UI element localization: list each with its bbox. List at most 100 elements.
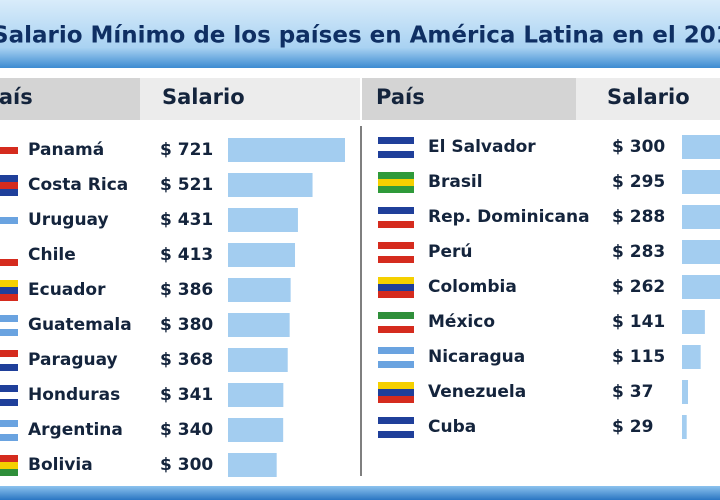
header-salary: Salario <box>607 85 690 109</box>
country-label: Bolivia <box>28 455 93 475</box>
flag <box>378 256 414 263</box>
value-label: $ 341 <box>160 385 213 405</box>
header-cell <box>362 78 576 120</box>
header-salary: Salario <box>162 85 245 109</box>
flag <box>0 455 18 462</box>
flag <box>0 245 18 252</box>
bar <box>228 313 290 337</box>
bar <box>228 418 284 442</box>
flag <box>378 151 414 158</box>
flag <box>0 392 18 399</box>
value-label: $ 37 <box>612 382 653 402</box>
flag <box>378 179 414 186</box>
bar <box>682 380 689 404</box>
flag <box>0 315 18 322</box>
flag <box>378 424 414 431</box>
bar <box>682 240 720 264</box>
flag <box>378 389 414 396</box>
value-label: $ 141 <box>612 312 665 332</box>
value-label: $ 288 <box>612 207 665 227</box>
value-label: $ 295 <box>612 172 665 192</box>
flag <box>0 385 18 392</box>
value-label: $ 386 <box>160 280 213 300</box>
flag <box>378 172 414 179</box>
country-label: Costa Rica <box>28 175 128 195</box>
flag <box>0 357 18 364</box>
flag <box>0 147 18 154</box>
country-label: Panamá <box>28 140 104 160</box>
value-label: $ 721 <box>160 140 213 160</box>
flag <box>0 364 18 371</box>
value-label: $ 340 <box>160 420 213 440</box>
flag <box>0 427 18 434</box>
header-cell <box>140 78 360 120</box>
flag <box>378 144 414 151</box>
flag <box>378 186 414 193</box>
header-country: País <box>376 85 425 109</box>
flag <box>0 259 18 266</box>
flag <box>378 221 414 228</box>
flag <box>378 207 414 214</box>
flag <box>378 347 414 354</box>
flag <box>378 249 414 256</box>
flag <box>0 420 18 427</box>
flag <box>378 396 414 403</box>
bar <box>228 243 296 267</box>
bar <box>682 345 701 369</box>
bar <box>682 205 720 229</box>
value-label: $ 283 <box>612 242 665 262</box>
country-label: Argentina <box>28 420 123 440</box>
value-label: $ 431 <box>160 210 213 230</box>
bar <box>228 348 288 372</box>
value-label: $ 29 <box>612 417 653 437</box>
flag <box>378 284 414 291</box>
header-country: País <box>0 85 33 109</box>
country-label: El Salvador <box>428 137 536 157</box>
flag <box>378 354 414 361</box>
value-label: $ 300 <box>612 137 665 157</box>
country-label: Cuba <box>428 417 476 437</box>
flag <box>0 469 18 476</box>
value-label: $ 115 <box>612 347 665 367</box>
flag <box>0 217 18 224</box>
country-label: Ecuador <box>28 280 106 300</box>
flag <box>0 280 18 287</box>
country-label: Brasil <box>428 172 483 192</box>
flag <box>378 382 414 389</box>
flag <box>0 224 18 231</box>
flag <box>0 462 18 469</box>
bar <box>228 173 313 197</box>
bar <box>682 135 720 159</box>
chart-title: Salario Mínimo de los países en América … <box>0 23 720 49</box>
flag <box>0 329 18 336</box>
value-label: $ 262 <box>612 277 665 297</box>
flag <box>378 277 414 284</box>
country-label: Colombia <box>428 277 517 297</box>
country-label: Chile <box>28 245 76 265</box>
value-label: $ 300 <box>160 455 213 475</box>
country-label: Honduras <box>28 385 120 405</box>
bar <box>228 208 298 232</box>
flag <box>378 417 414 424</box>
bar <box>228 138 345 162</box>
title-band <box>0 0 720 68</box>
flag <box>0 189 18 196</box>
bar <box>228 453 277 477</box>
flag <box>0 140 18 147</box>
country-label: Guatemala <box>28 315 132 335</box>
bar <box>682 170 720 194</box>
country-label: México <box>428 312 495 332</box>
flag <box>378 291 414 298</box>
country-label: Rep. Dominicana <box>428 207 590 227</box>
flag <box>378 361 414 368</box>
flag <box>0 322 18 329</box>
flag <box>0 294 18 301</box>
flag <box>378 431 414 438</box>
flag <box>0 434 18 441</box>
country-label: Nicaragua <box>428 347 525 367</box>
flag <box>0 175 18 182</box>
value-label: $ 368 <box>160 350 213 370</box>
bar <box>228 383 284 407</box>
flag <box>378 312 414 319</box>
